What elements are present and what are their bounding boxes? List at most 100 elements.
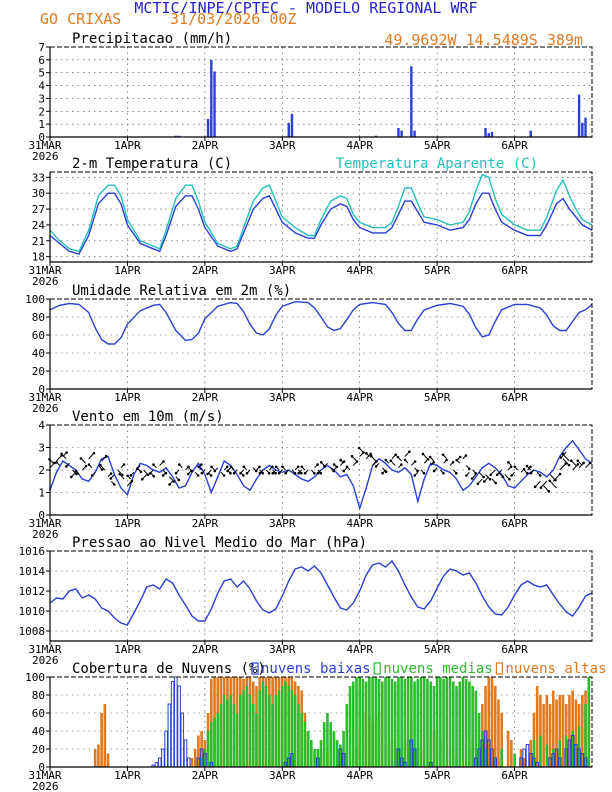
wind-arrow-head	[525, 464, 529, 468]
bar-nuvens-altas	[581, 695, 584, 767]
panel-temp: 18 21 24 27 30 33 31MAR 1APR 2APR 3APR 4APR 5APR 6AP…	[28, 156, 593, 288]
bar-nuvens-medias	[406, 677, 410, 767]
figure-title: MCTIC/INPE/CPTEC - MODELO REGIONAL WRF	[134, 0, 477, 17]
bar-nuvens-medias	[306, 731, 310, 767]
bar-nuvens-medias	[216, 713, 220, 767]
wind-arrow-head	[200, 463, 203, 466]
x-tick-label: 4APR	[346, 391, 373, 404]
cloud-legend-label: nuvens medias	[383, 661, 493, 677]
wind-arrow-head	[529, 465, 532, 469]
bar-nuvens-medias	[484, 749, 487, 767]
panel-frame	[49, 550, 593, 642]
wind-arrow-head	[254, 469, 258, 473]
bar-nuvens-altas	[100, 713, 103, 767]
bar-nuvens-medias	[558, 740, 562, 767]
bar-nuvens-altas	[500, 713, 503, 767]
y-tick-label: 40	[32, 347, 45, 360]
y-tick-label: 5	[38, 67, 45, 80]
x-tick-label: 1APR	[114, 643, 141, 656]
bar-nuvens-altas	[545, 695, 549, 767]
y-tick-label: 1008	[19, 625, 46, 638]
bar-nuvens-medias	[448, 677, 452, 767]
x-tick-label: 2APR	[192, 643, 219, 656]
wind-arrow-head	[561, 452, 564, 456]
y-tick-label: 20	[32, 365, 45, 378]
bar-nuvens-medias	[339, 744, 342, 767]
y-tick-label: 21	[32, 235, 45, 248]
bar-nuvens-altas	[190, 758, 194, 767]
bar-Precipitacao	[290, 113, 294, 137]
bar-nuvens-altas	[561, 695, 565, 767]
wind-arrow-head	[174, 471, 178, 475]
x-tick-label: 2APR	[192, 391, 219, 404]
x-tick-label: 4APR	[346, 264, 373, 277]
bar-nuvens-medias	[577, 726, 581, 767]
y-tick-label: 0	[38, 761, 45, 774]
wind-arrow-head	[222, 474, 226, 477]
wind-arrow-head	[126, 474, 129, 478]
bar-Precipitacao	[577, 94, 581, 137]
bar-nuvens-medias	[258, 690, 262, 767]
wind-arrow-head	[258, 471, 262, 475]
bar-nuvens-medias	[390, 678, 394, 767]
bar-nuvens-medias	[500, 749, 503, 767]
bar-nuvens-medias	[374, 677, 378, 767]
x-tick-label: 4APR	[346, 643, 373, 656]
wind-arrow-head	[140, 478, 144, 481]
bar-Precipitacao	[487, 133, 490, 137]
x-tick-label: 3APR	[269, 264, 296, 277]
wind-arrow-head	[200, 471, 204, 475]
bar-nuvens-medias	[477, 713, 481, 767]
y-tick-label: 1014	[19, 565, 46, 578]
wind-arrow-head	[400, 463, 403, 466]
wind-arrow-head	[65, 451, 68, 454]
bar-nuvens-altas	[103, 704, 107, 767]
location-label: GO CRIXAS	[40, 10, 121, 28]
bar-nuvens-medias	[458, 681, 462, 767]
y-tick-label: 7	[38, 41, 45, 54]
wind-arrow-head	[118, 472, 122, 476]
wind-arrow-head	[319, 471, 323, 475]
wind-arrow-head	[148, 471, 152, 475]
bar-nuvens-medias	[451, 681, 455, 767]
bar-nuvens-medias	[513, 753, 516, 767]
bar-nuvens-medias	[326, 713, 329, 767]
wind-arrow-head	[474, 471, 477, 475]
bar-nuvens-medias	[397, 677, 400, 767]
wind-arrow-head	[482, 480, 486, 483]
y-tick-label: 0	[38, 383, 45, 396]
bar-Precipitacao	[174, 135, 178, 137]
bar-nuvens-medias	[351, 681, 355, 767]
bar-Precipitacao	[210, 59, 213, 137]
wind-arrow-head	[84, 464, 88, 468]
wind-arrow-head	[296, 465, 300, 469]
wind-arrow-head	[239, 471, 242, 475]
bar-nuvens-altas	[490, 677, 494, 767]
wind-arrow-head	[451, 461, 455, 464]
wind-arrow-head	[274, 465, 278, 469]
y-tick-label: 1016	[19, 545, 46, 558]
wind-arrow-head	[120, 473, 124, 477]
x-tick-label: 5APR	[424, 643, 451, 656]
bar-nuvens-altas	[558, 695, 562, 767]
bar-nuvens-altas	[193, 749, 197, 767]
x-tick-label: 5APR	[424, 139, 451, 152]
wind-arrow-head	[508, 478, 511, 481]
wind-arrow-head	[413, 460, 417, 463]
y-tick-label: 80	[32, 689, 45, 702]
wind-arrow-head	[501, 475, 505, 479]
bar-Precipitacao	[413, 130, 416, 137]
bar-nuvens-medias	[213, 717, 216, 767]
bar-nuvens-altas	[493, 686, 497, 767]
bar-Precipitacao	[484, 128, 487, 137]
wind-arrow-head	[277, 471, 281, 475]
wind-arrow-head	[55, 461, 58, 464]
y-tick-label: 3	[38, 92, 45, 105]
x-tick-label: 1APR	[114, 769, 141, 782]
wind-arrow-head	[74, 470, 78, 473]
x-tick-label: 1APR	[114, 264, 141, 277]
bar-nuvens-medias	[319, 740, 323, 767]
bar-nuvens-medias	[210, 722, 213, 767]
